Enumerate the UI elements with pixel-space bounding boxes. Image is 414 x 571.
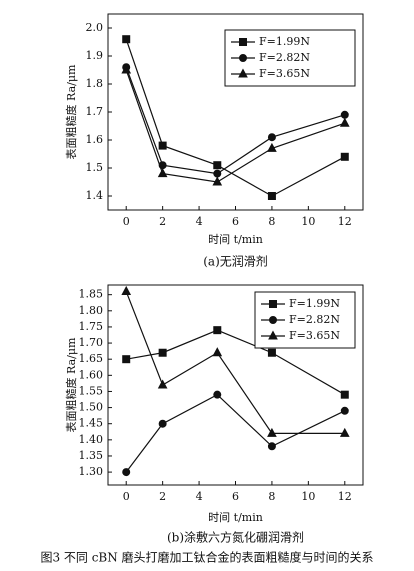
data-point [121, 285, 132, 295]
legend-marker [238, 68, 248, 78]
y-tick-label: 1.80 [79, 304, 104, 317]
data-point [158, 141, 167, 150]
legend-label: F=3.65N [289, 329, 340, 342]
data-point [267, 427, 277, 437]
y-axis-label: 表面粗糙度 Ra/μm [64, 64, 78, 159]
x-tick-label: 12 [338, 215, 352, 228]
data-point [122, 355, 131, 364]
data-point [340, 390, 349, 399]
data-point [267, 133, 276, 142]
data-point [340, 110, 349, 119]
data-point [213, 169, 222, 178]
legend-marker [239, 54, 247, 62]
y-tick-label: 1.65 [79, 352, 104, 365]
data-point [213, 390, 222, 399]
y-tick-label: 2.0 [86, 21, 104, 34]
y-tick-label: 1.45 [79, 417, 104, 430]
x-tick-label: 8 [268, 490, 275, 503]
x-tick-label: 0 [123, 215, 130, 228]
y-tick-label: 1.40 [79, 433, 104, 446]
y-tick-label: 1.8 [86, 77, 104, 90]
legend-label: F=2.82N [289, 313, 340, 326]
legend-label: F=2.82N [259, 51, 310, 64]
y-tick-label: 1.60 [79, 368, 104, 381]
x-tick-label: 10 [301, 490, 315, 503]
legend-marker [268, 330, 278, 340]
data-point [122, 468, 131, 477]
data-point [122, 35, 131, 44]
legend-marker [239, 38, 247, 46]
y-tick-label: 1.85 [79, 288, 104, 301]
figure-caption: 图3 不同 cBN 磨头打磨加工钛合金的表面粗糙度与时间的关系 [40, 550, 373, 565]
data-point [267, 442, 276, 451]
data-point [267, 192, 276, 200]
x-axis-label: 时间 t/min [208, 233, 263, 246]
y-tick-label: 1.50 [79, 401, 104, 414]
x-tick-label: 6 [232, 490, 239, 503]
legend-marker [269, 300, 277, 308]
y-tick-label: 1.9 [86, 49, 104, 62]
legend-label: F=1.99N [289, 297, 340, 310]
x-tick-label: 0 [123, 490, 130, 503]
x-tick-label: 8 [268, 215, 275, 228]
y-tick-label: 1.35 [79, 449, 104, 462]
chart-title: (a)无润滑剂 [203, 254, 268, 269]
x-tick-label: 6 [232, 215, 239, 228]
data-point [267, 348, 276, 357]
data-point [213, 326, 222, 335]
x-tick-label: 10 [301, 215, 315, 228]
y-tick-label: 1.75 [79, 320, 104, 333]
y-tick-label: 1.5 [86, 161, 104, 174]
x-axis-label: 时间 t/min [208, 511, 263, 524]
data-point [157, 379, 168, 389]
legend-label: F=1.99N [259, 35, 310, 48]
y-axis-label: 表面粗糙度 Ra/μm [64, 337, 78, 432]
data-point [158, 348, 167, 357]
data-point [339, 117, 350, 127]
data-point [340, 406, 349, 415]
data-point [212, 347, 223, 357]
y-tick-label: 1.4 [86, 189, 104, 202]
data-point [267, 142, 277, 152]
data-point [158, 419, 167, 428]
data-point [212, 176, 223, 186]
x-tick-label: 2 [159, 490, 166, 503]
legend-label: F=3.65N [259, 67, 310, 80]
y-tick-label: 1.55 [79, 384, 104, 397]
data-point [121, 64, 132, 74]
data-point [213, 161, 222, 170]
data-point [340, 152, 349, 161]
x-tick-label: 12 [338, 490, 352, 503]
x-tick-label: 4 [196, 490, 203, 503]
x-tick-label: 4 [196, 215, 203, 228]
data-point [157, 168, 168, 178]
x-tick-label: 2 [159, 215, 166, 228]
chart-title: (b)涂敷六方氮化硼润滑剂 [167, 530, 304, 545]
y-tick-label: 1.30 [79, 465, 104, 478]
data-point [339, 427, 350, 437]
y-tick-label: 1.6 [86, 133, 104, 146]
y-tick-label: 1.70 [79, 336, 104, 349]
legend-marker [269, 316, 277, 324]
y-tick-label: 1.7 [86, 105, 104, 118]
